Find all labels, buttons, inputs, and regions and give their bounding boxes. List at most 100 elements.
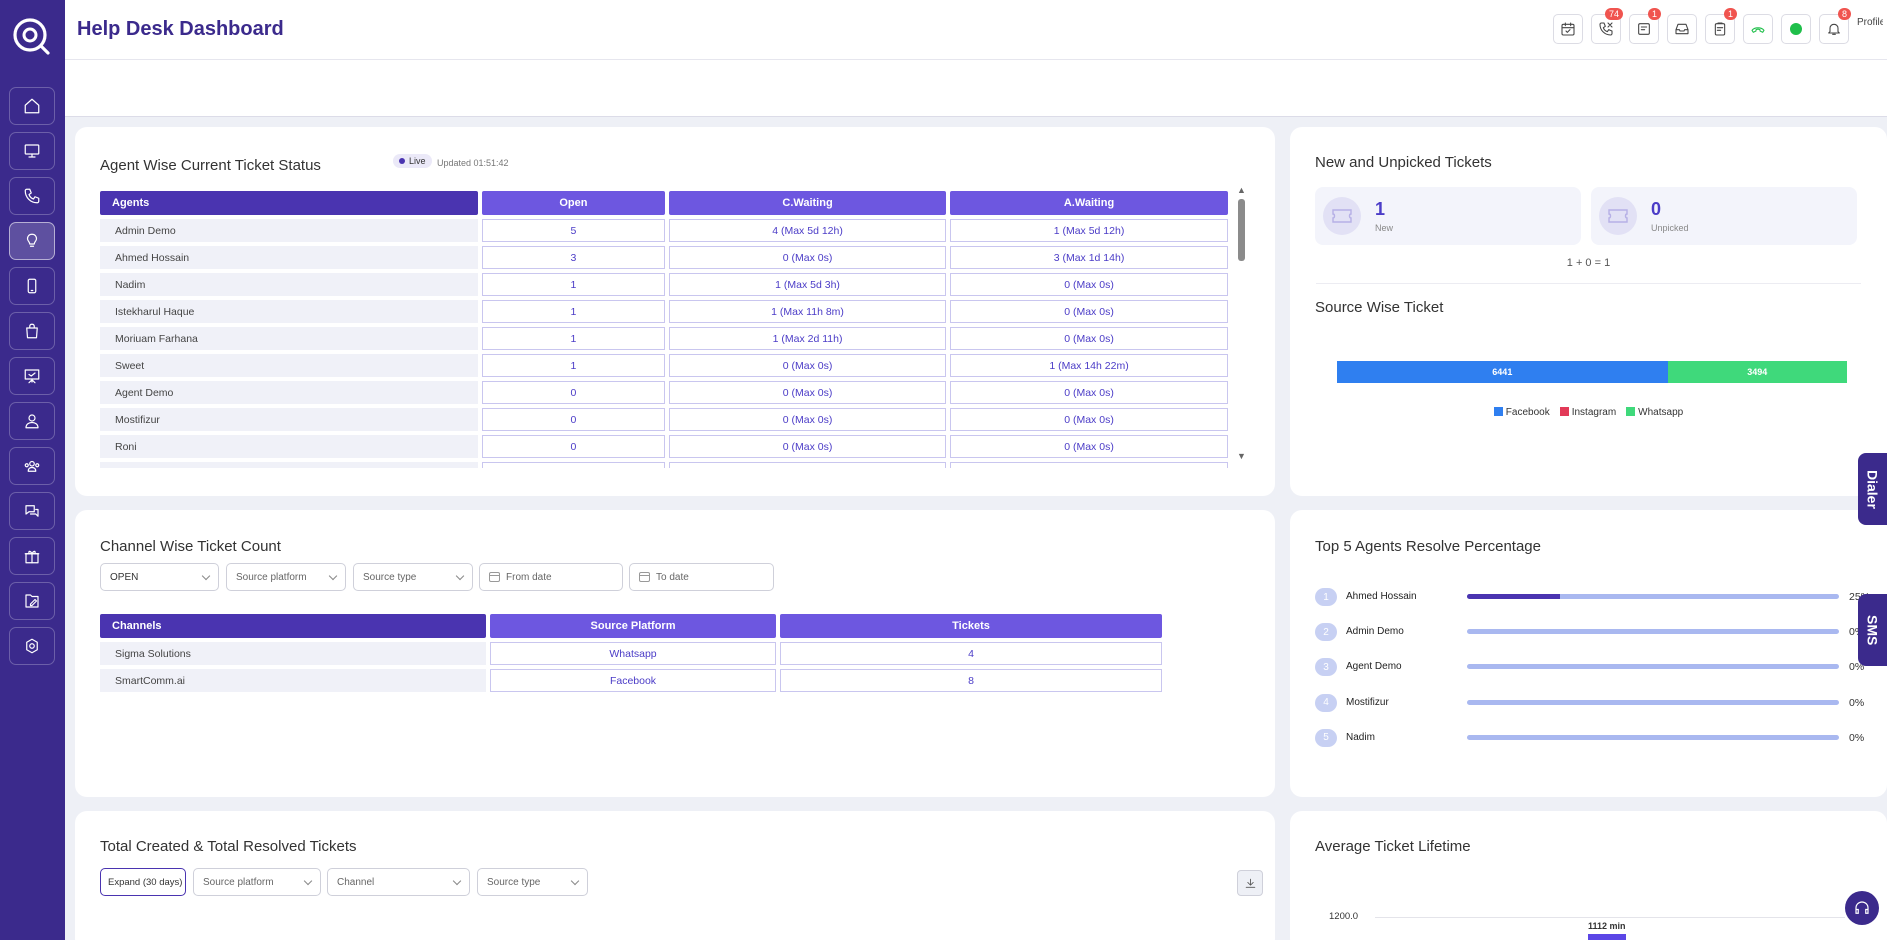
agent-table-scrollbar[interactable]: ▲ ▼ <box>1237 185 1246 462</box>
app-logo-icon[interactable] <box>7 12 53 58</box>
table-row[interactable]: Sweet 1 0 (Max 0s) 1 (Max 14h 22m) <box>100 354 1228 377</box>
sidebar-item-shop[interactable] <box>9 312 55 350</box>
cell-open[interactable]: 1 <box>481 273 666 296</box>
dialer-tab[interactable]: Dialer <box>1858 453 1887 525</box>
ticket-notify-button[interactable]: 1 <box>1629 8 1661 44</box>
lifetime-bar[interactable] <box>1588 934 1626 940</box>
sidebar-item-chat[interactable] <box>9 492 55 530</box>
table-row[interactable]: Nadim 1 1 (Max 5d 3h) 0 (Max 0s) <box>100 273 1228 296</box>
cell-a-waiting[interactable]: 1 (Max 14h 22m) <box>950 354 1228 377</box>
cell-c-waiting[interactable]: 0 (Max 0s) <box>669 435 947 458</box>
sidebar-item-user[interactable] <box>9 402 55 440</box>
cell-open[interactable]: 3 <box>481 246 666 269</box>
unpicked-tickets-box[interactable]: 0 Unpicked <box>1591 187 1857 245</box>
cell-a-waiting[interactable]: 0 (Max 0s) <box>950 381 1228 404</box>
cell-c-waiting[interactable]: 1 (Max 5d 3h) <box>669 273 947 296</box>
sidebar <box>0 0 65 940</box>
source-platform-select[interactable]: Source platform <box>226 563 346 591</box>
cell-open[interactable]: 1 <box>481 300 666 323</box>
total-source-platform-select[interactable]: Source platform <box>193 868 321 896</box>
tasks-button[interactable]: 1 <box>1705 8 1737 44</box>
missed-calls-button[interactable]: 74 <box>1591 8 1623 44</box>
col-open[interactable]: Open <box>481 191 666 215</box>
clipboard-icon <box>1714 22 1726 36</box>
sms-tab[interactable]: SMS <box>1858 594 1887 666</box>
cell-c-waiting[interactable]: 1 (Max 11h 8m) <box>669 300 947 323</box>
cell-open[interactable]: 1 <box>481 354 666 377</box>
sidebar-item-monitor[interactable] <box>9 132 55 170</box>
sidebar-item-home[interactable] <box>9 87 55 125</box>
support-chat-button[interactable] <box>1845 891 1879 925</box>
scroll-up-icon[interactable]: ▲ <box>1237 185 1246 195</box>
table-row[interactable]: Admin Demo 5 4 (Max 5d 12h) 1 (Max 5d 12h) <box>100 219 1228 242</box>
status-select[interactable]: OPEN <box>100 563 219 591</box>
call-status-button[interactable] <box>1743 14 1773 44</box>
cell-a-waiting[interactable]: 1 (Max 5d 12h) <box>950 219 1228 242</box>
legend-item-whatsapp[interactable]: Whatsapp <box>1626 407 1683 418</box>
from-date-input[interactable]: From date <box>479 563 623 591</box>
cell-a-waiting[interactable]: 0 (Max 0s) <box>950 435 1228 458</box>
cell-open[interactable]: 5 <box>481 219 666 242</box>
cell-c-waiting[interactable]: 0 (Max 0s) <box>669 354 947 377</box>
download-button[interactable] <box>1237 870 1263 896</box>
cell-tickets[interactable]: 8 <box>780 669 1162 692</box>
table-row[interactable]: Roni 0 0 (Max 0s) 0 (Max 0s) <box>100 435 1228 458</box>
scroll-thumb[interactable] <box>1238 199 1245 261</box>
col-source-platform[interactable]: Source Platform <box>490 614 776 638</box>
cell-c-waiting[interactable]: 0 (Max 0s) <box>669 408 947 431</box>
cell-open[interactable]: 0 <box>481 435 666 458</box>
sidebar-item-gift[interactable] <box>9 537 55 575</box>
scroll-down-icon[interactable]: ▼ <box>1237 451 1246 461</box>
profile-avatar[interactable]: Profile <box>1857 14 1883 44</box>
notifications-button[interactable]: 8 <box>1819 8 1851 44</box>
col-agents[interactable]: Agents <box>100 191 478 215</box>
cell-c-waiting[interactable]: 4 (Max 5d 12h) <box>669 219 947 242</box>
cell-a-waiting[interactable]: 3 (Max 1d 14h) <box>950 246 1228 269</box>
col-tickets[interactable]: Tickets <box>780 614 1162 638</box>
table-row[interactable]: Moriuam Farhana 1 1 (Max 2d 11h) 0 (Max 0s) <box>100 327 1228 350</box>
source-segment-whatsapp[interactable]: 3494 <box>1667 361 1847 383</box>
source-segment-facebook[interactable]: 6441 <box>1337 361 1668 383</box>
new-tickets-box[interactable]: 1 New <box>1315 187 1581 245</box>
table-row[interactable]: Istekharul Haque 1 1 (Max 11h 8m) 0 (Max 0s… <box>100 300 1228 323</box>
calendar-button[interactable] <box>1553 14 1583 44</box>
cell-open[interactable]: 0 <box>481 381 666 404</box>
cell-a-waiting[interactable]: 0 (Max 0s) <box>950 327 1228 350</box>
table-row[interactable]: Mostifizur 0 0 (Max 0s) 0 (Max 0s) <box>100 408 1228 431</box>
col-a-waiting[interactable]: A.Waiting <box>950 191 1228 215</box>
cell-a-waiting[interactable]: 0 (Max 0s) <box>950 273 1228 296</box>
table-row[interactable]: Sigma Solutions Whatsapp 4 <box>100 642 1162 665</box>
legend-item-instagram[interactable]: Instagram <box>1559 407 1616 418</box>
cell-c-waiting[interactable]: 0 (Max 0s) <box>669 246 947 269</box>
cell-a-waiting[interactable]: 0 (Max 0s) <box>950 300 1228 323</box>
col-channels[interactable]: Channels <box>100 614 486 638</box>
cell-c-waiting[interactable]: 0 (Max 0s) <box>669 381 947 404</box>
col-c-waiting[interactable]: C.Waiting <box>669 191 947 215</box>
online-status-button[interactable] <box>1781 14 1811 44</box>
sidebar-item-settings[interactable] <box>9 627 55 665</box>
table-row[interactable]: Agent Demo 0 0 (Max 0s) 0 (Max 0s) <box>100 381 1228 404</box>
sidebar-item-calls[interactable] <box>9 177 55 215</box>
to-date-input[interactable]: To date <box>629 563 774 591</box>
legend-item-facebook[interactable]: Facebook <box>1493 407 1550 418</box>
cell-a-waiting[interactable]: 0 (Max 0s) <box>950 408 1228 431</box>
sidebar-item-presentation[interactable] <box>9 357 55 395</box>
sidebar-item-edit-file[interactable] <box>9 582 55 620</box>
cell-source-platform[interactable]: Facebook <box>490 669 776 692</box>
cell-c-waiting[interactable]: 1 (Max 2d 11h) <box>669 327 947 350</box>
inbox-button[interactable] <box>1667 14 1697 44</box>
table-row[interactable]: SmartComm.ai Facebook 8 <box>100 669 1162 692</box>
channel-select[interactable]: Channel <box>327 868 470 896</box>
cell-source-platform[interactable]: Whatsapp <box>490 642 776 665</box>
expand-30-days-button[interactable]: Expand (30 days) <box>100 868 186 896</box>
total-source-type-select[interactable]: Source type <box>477 868 588 896</box>
cell-tickets[interactable]: 4 <box>780 642 1162 665</box>
sidebar-item-mobile[interactable] <box>9 267 55 305</box>
rank-badge: 5 <box>1315 728 1337 747</box>
cell-open[interactable]: 1 <box>481 327 666 350</box>
source-type-select[interactable]: Source type <box>353 563 473 591</box>
cell-open[interactable]: 0 <box>481 408 666 431</box>
sidebar-item-helpdesk[interactable] <box>9 222 55 260</box>
sidebar-item-team[interactable] <box>9 447 55 485</box>
table-row[interactable]: Ahmed Hossain 3 0 (Max 0s) 3 (Max 1d 14h) <box>100 246 1228 269</box>
